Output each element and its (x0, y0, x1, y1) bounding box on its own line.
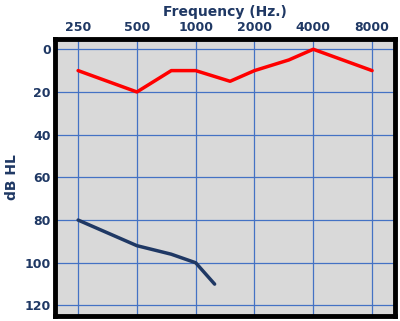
X-axis label: Frequency (Hz.): Frequency (Hz.) (163, 5, 287, 19)
Y-axis label: dB HL: dB HL (5, 154, 19, 200)
